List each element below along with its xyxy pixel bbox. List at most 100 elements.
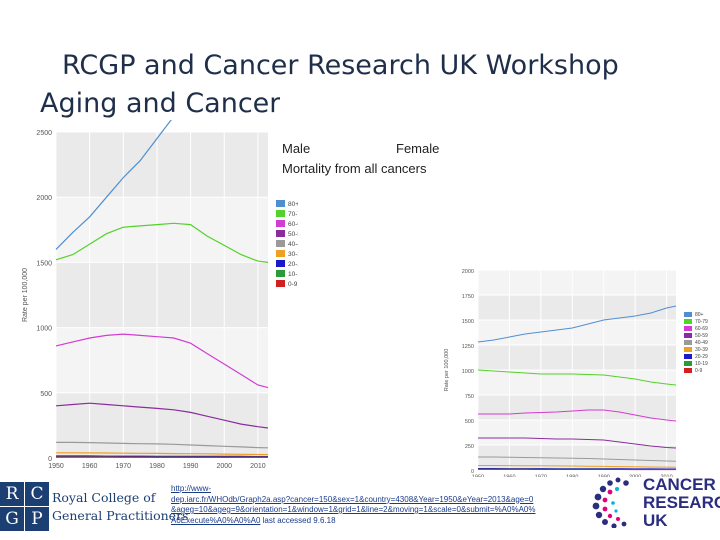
rcgp-name-line1: Royal College of [52, 490, 156, 505]
legend-swatch [276, 210, 285, 217]
grid-band [56, 132, 268, 198]
y-tick-label: 750 [465, 394, 474, 400]
x-tick-label: 2010 [250, 463, 266, 470]
cruk-logo: CANCER RESEARCH UK [588, 472, 720, 532]
legend-label: 50-59 [288, 231, 298, 238]
x-tick-label: 1950 [48, 463, 64, 470]
y-tick-label: 0 [48, 456, 52, 463]
cruk-text-line1: CANCER [643, 475, 716, 494]
legend-swatch [684, 312, 692, 317]
legend-label: 60-69 [695, 326, 708, 332]
source-link-line[interactable]: dep.iarc.fr/WHOdb/Graph2a.asp?cancer=150… [171, 494, 534, 504]
series-line-60-69 [478, 409, 677, 422]
slide-title-line2: Aging and Cancer [40, 88, 281, 118]
y-tick-label: 500 [465, 419, 474, 425]
x-tick-label: 1980 [566, 475, 578, 478]
y-tick-label: 250 [465, 444, 474, 450]
y-tick-label: 0 [471, 469, 474, 475]
y-axis-label: Rate per 100,000 [444, 349, 450, 392]
x-tick-label: 1950 [472, 475, 484, 478]
series-line-20-29 [478, 468, 676, 470]
legend-swatch [276, 220, 285, 227]
caption-male: Male [282, 141, 311, 156]
grid-band [478, 295, 676, 320]
legend-label: 0-9 [695, 368, 702, 374]
legend-label: 10-19 [695, 361, 708, 367]
legend-label: 60-69 [288, 221, 298, 228]
series-line-20-29 [56, 455, 268, 458]
source-link-line[interactable]: A0Execute%A0%A0%A0 [171, 515, 261, 525]
legend-swatch [276, 240, 285, 247]
y-axis-label: Rate per 100,000 [22, 268, 29, 322]
x-tick-label: 2010 [660, 475, 672, 478]
grid-band [56, 392, 268, 458]
rcgp-letter: P [25, 507, 49, 531]
x-tick-label: 1970 [535, 475, 547, 478]
legend-swatch [276, 250, 285, 257]
x-tick-label: 1990 [183, 463, 199, 470]
x-tick-label: 1960 [82, 463, 98, 470]
legend-label: 30-39 [695, 347, 708, 353]
grid-band [478, 395, 676, 420]
grid-band [478, 345, 676, 370]
source-link[interactable]: http://www- dep.iarc.fr/WHOdb/Graph2a.as… [171, 484, 535, 526]
legend-label: 40-49 [695, 340, 708, 346]
legend-swatch [684, 340, 692, 345]
slide-title-line1: RCGP and Cancer Research UK Workshop [62, 50, 619, 81]
x-tick-label: 1980 [149, 463, 165, 470]
legend-swatch [684, 368, 692, 373]
last-accessed-text: last accessed 9.6.18 [260, 515, 336, 525]
grid-band [56, 262, 268, 328]
series-line-50-59 [55, 402, 269, 429]
caption-female: Female [396, 141, 440, 156]
caption-mortality: Mortality from all cancers [282, 161, 427, 176]
cruk-text-line2: RESEARCH [643, 493, 720, 512]
legend-label: 0-9 [288, 281, 298, 288]
y-tick-label: 1000 [36, 326, 52, 333]
legend-label: 70-79 [288, 211, 298, 218]
legend-swatch [276, 270, 285, 277]
female-mortality-chart: 0 250 500 750 1000 1250 1500 1750 2000 1950 1960 19… [444, 269, 708, 478]
rcgp-letter: G [0, 507, 24, 531]
x-tick-label: 1970 [116, 463, 132, 470]
series-line-60-69 [55, 333, 269, 389]
y-tick-label: 2000 [462, 269, 474, 275]
x-tick-label: 1990 [598, 475, 610, 478]
y-tick-label: 1250 [462, 344, 474, 350]
legend-swatch [684, 361, 692, 366]
x-tick-label: 2000 [216, 463, 232, 470]
series-line-40-49 [56, 441, 269, 449]
legend-swatch [276, 230, 285, 237]
legend-swatch [276, 200, 285, 207]
rcgp-name-line2: General Practitioners [52, 508, 189, 523]
x-tick-label: 1960 [503, 475, 515, 478]
series-line-80plus [477, 305, 677, 343]
cruk-dots-icon [592, 477, 629, 528]
series-line-70-79 [55, 222, 269, 263]
legend-label: 20-29 [695, 354, 708, 360]
rcgp-letter: R [0, 482, 24, 506]
legend-swatch [684, 326, 692, 331]
series-line-30-39 [478, 465, 677, 468]
y-tick-label: 2000 [36, 195, 52, 202]
legend-label: 80+ [288, 201, 298, 208]
cruk-text-line3: UK [643, 511, 668, 530]
male-mortality-chart: 0 500 1000 1500 2000 2500 1950 1960 1970 1980 1990… [22, 120, 298, 470]
legend-label: 40-49 [288, 241, 298, 248]
series-line-30-39 [56, 452, 269, 456]
series-line-80plus [55, 120, 172, 250]
legend-swatch [276, 280, 285, 287]
legend-swatch [684, 319, 692, 324]
y-tick-label: 1500 [36, 260, 52, 267]
rcgp-logo: R C G P Royal College of General Practit… [0, 478, 188, 538]
source-link-line[interactable]: &ageg=10&ageg=9&orientation=1&window=1&g… [171, 505, 536, 514]
legend-label: 10-19 [288, 271, 298, 278]
legend-swatch [276, 260, 285, 267]
legend-label: 70-79 [695, 319, 708, 325]
source-link-line[interactable]: http://www- [171, 484, 212, 493]
legend-swatch [684, 347, 692, 352]
series-line-50-59 [478, 437, 677, 449]
rcgp-letter: C [25, 482, 49, 506]
series-line-40-49 [478, 456, 677, 462]
series-line-70-79 [477, 369, 677, 386]
